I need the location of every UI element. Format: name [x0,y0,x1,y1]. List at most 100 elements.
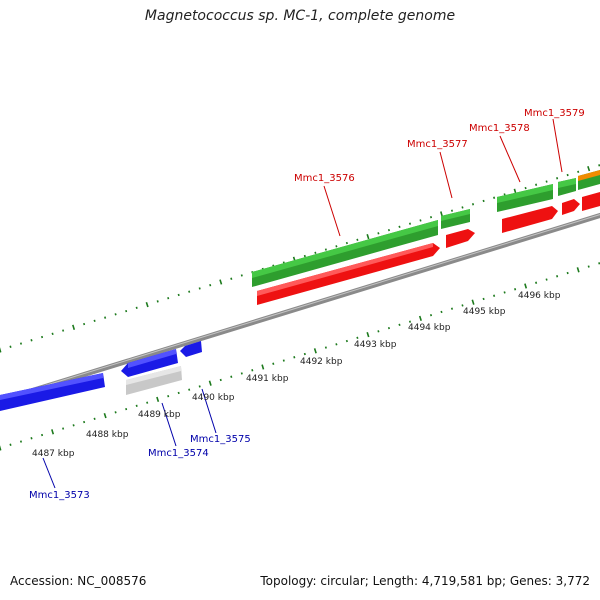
gene-label-mmc1-3574[interactable]: Mmc1_3574 [148,448,209,459]
scale-label: 4493 kbp [354,340,397,350]
minor-tick [377,232,380,235]
minor-tick [387,326,390,330]
minor-tick [471,203,475,206]
minor-tick [429,215,433,219]
minor-tick [135,306,138,310]
minor-tick [219,378,222,382]
minor-tick [125,309,128,313]
minor-tick [198,385,201,388]
gene-arrow-mmc1-3575[interactable] [180,341,202,357]
minor-tick [493,294,496,297]
minor-tick [398,225,401,229]
minor-tick [19,440,23,443]
map-title: Magnetococcus sp. MC-1, complete genome [144,8,456,24]
minor-tick [72,424,75,427]
major-tick [261,364,265,370]
tick-marks [0,164,600,451]
gene-bar-orange[interactable] [578,170,600,181]
minor-tick [587,265,590,268]
major-tick [51,429,55,435]
minor-tick [566,173,569,177]
scale-label: 4490 kbp [192,393,235,403]
major-tick [587,165,591,172]
minor-tick [335,245,338,248]
minor-tick [51,332,54,336]
minor-tick [535,281,538,284]
scale-label: 4491 kbp [246,374,289,384]
major-tick [0,445,2,451]
minor-tick [240,274,243,277]
minor-tick [135,404,138,408]
cds-arrow-mmc1-3576[interactable] [257,243,440,305]
scale-labels: 4487 kbp 4488 kbp 4489 kbp 4490 kbp 4491… [32,291,561,459]
scale-label: 4492 kbp [300,357,343,367]
major-tick [440,211,443,217]
gene-label-mmc1-3579[interactable]: Mmc1_3579 [524,108,585,119]
label-leader-lines [42,118,563,489]
minor-tick [303,352,306,356]
topology-text: Topology: circular; Length: 4,719,581 bp… [260,574,590,588]
scale-label: 4489 kbp [138,410,181,420]
minor-tick [41,433,44,437]
major-tick [103,412,107,419]
minor-tick [83,420,86,424]
minor-tick [19,342,23,345]
minor-tick [345,339,348,343]
minor-tick [272,362,275,365]
major-tick [366,331,370,338]
scale-label: 4494 kbp [408,323,451,333]
minor-tick [324,248,327,251]
minor-tick [577,170,580,174]
major-tick [219,279,223,285]
cds-arrow-mmc1-3579[interactable] [562,199,580,215]
major-tick [366,233,370,240]
gene-label-mmc1-3575[interactable]: Mmc1_3575 [190,434,251,445]
major-tick [313,348,317,354]
minor-tick [387,228,390,232]
minor-tick [30,339,33,342]
major-tick [72,324,76,330]
cds-arrow-partial[interactable] [582,192,600,211]
major-tick [0,347,2,353]
minor-tick [167,394,170,398]
minor-tick [556,275,559,278]
cds-arrow-mmc1-3578[interactable] [502,206,558,233]
minor-tick [282,359,285,362]
minor-tick [251,369,254,372]
minor-tick [419,219,422,222]
minor-tick [198,287,201,290]
gene-label-mmc1-3578[interactable]: Mmc1_3578 [469,123,530,134]
minor-tick [598,164,600,167]
minor-tick [545,278,548,281]
minor-tick [450,209,454,212]
minor-tick [230,277,233,280]
minor-tick [503,291,506,294]
minor-tick [156,300,159,303]
minor-tick [62,329,65,332]
major-tick [418,315,422,322]
minor-tick [240,372,243,375]
minor-tick [556,177,559,180]
scale-label: 4488 kbp [86,430,129,440]
minor-tick [482,297,485,301]
minor-tick [356,336,359,340]
minor-tick [598,262,600,265]
gene-label-mmc1-3576[interactable]: Mmc1_3576 [294,173,355,184]
minor-tick [209,283,212,287]
minor-tick [335,343,338,346]
minor-tick [461,304,464,307]
minor-tick [314,251,317,255]
minor-tick [114,411,117,414]
scale-label: 4495 kbp [463,307,506,317]
minor-tick [303,254,306,258]
cds-arrow-mmc1-3577[interactable] [446,229,475,248]
minor-tick [566,271,569,275]
minor-tick [503,193,506,196]
gene-label-mmc1-3573[interactable]: Mmc1_3573 [29,490,90,501]
minor-tick [493,196,496,199]
gene-label-mmc1-3577[interactable]: Mmc1_3577 [407,139,468,150]
minor-tick [408,320,412,323]
minor-tick [450,307,454,310]
minor-tick [104,316,107,319]
